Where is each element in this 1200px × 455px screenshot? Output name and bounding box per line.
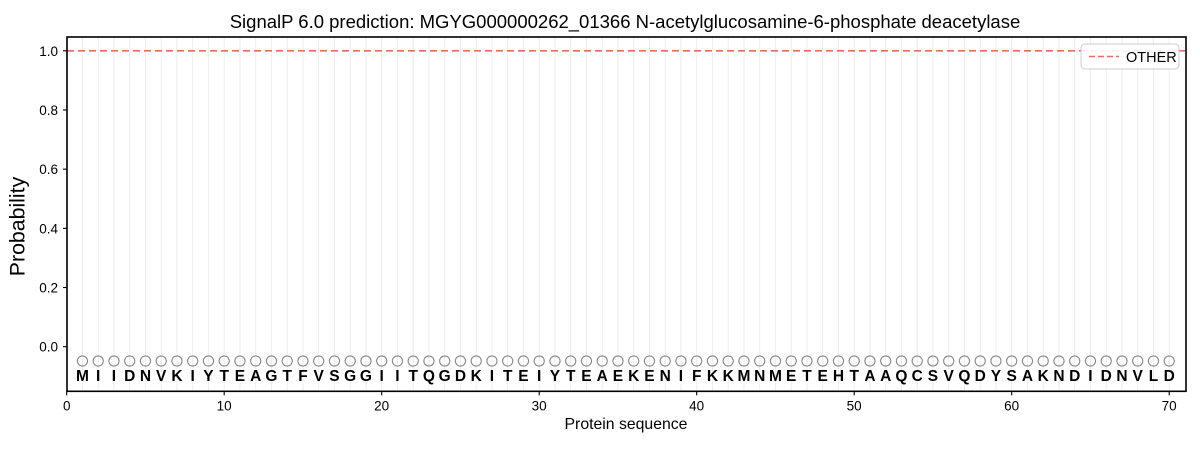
svg-text:C: C	[912, 368, 923, 385]
svg-text:E: E	[644, 368, 654, 385]
svg-text:D: D	[455, 368, 466, 385]
svg-text:D: D	[975, 368, 986, 385]
svg-text:A: A	[597, 368, 608, 385]
svg-text:I: I	[1088, 368, 1092, 385]
svg-text:N: N	[1116, 368, 1127, 385]
svg-text:I: I	[395, 368, 399, 385]
svg-text:T: T	[849, 368, 859, 385]
svg-text:T: T	[408, 368, 418, 385]
svg-text:OTHER: OTHER	[1126, 50, 1177, 66]
svg-text:I: I	[191, 368, 195, 385]
svg-text:0.4: 0.4	[39, 221, 58, 236]
svg-text:V: V	[314, 368, 325, 385]
svg-text:G: G	[344, 368, 356, 385]
svg-text:I: I	[96, 368, 100, 385]
svg-text:Q: Q	[423, 368, 435, 385]
svg-text:A: A	[880, 368, 891, 385]
svg-text:1.0: 1.0	[39, 44, 58, 59]
svg-text:60: 60	[1004, 398, 1019, 413]
svg-text:D: D	[1069, 368, 1080, 385]
svg-text:G: G	[265, 368, 277, 385]
svg-text:Y: Y	[203, 368, 214, 385]
svg-text:T: T	[503, 368, 513, 385]
svg-text:H: H	[833, 368, 844, 385]
svg-text:Q: Q	[895, 368, 907, 385]
svg-text:V: V	[156, 368, 167, 385]
svg-text:D: D	[124, 368, 135, 385]
svg-text:Y: Y	[991, 368, 1002, 385]
svg-text:G: G	[360, 368, 372, 385]
svg-text:G: G	[439, 368, 451, 385]
svg-text:F: F	[692, 368, 701, 385]
svg-text:T: T	[566, 368, 576, 385]
svg-text:N: N	[660, 368, 671, 385]
svg-text:Q: Q	[958, 368, 970, 385]
svg-text:I: I	[380, 368, 384, 385]
svg-text:M: M	[76, 368, 89, 385]
svg-text:F: F	[298, 368, 307, 385]
svg-text:I: I	[112, 368, 116, 385]
svg-text:L: L	[1149, 368, 1158, 385]
svg-text:K: K	[1038, 368, 1050, 385]
svg-text:I: I	[490, 368, 494, 385]
svg-text:K: K	[171, 368, 183, 385]
svg-text:T: T	[219, 368, 229, 385]
svg-text:V: V	[1133, 368, 1144, 385]
svg-text:T: T	[282, 368, 292, 385]
svg-text:K: K	[628, 368, 640, 385]
svg-text:N: N	[1053, 368, 1064, 385]
svg-text:T: T	[802, 368, 812, 385]
svg-text:D: D	[1101, 368, 1112, 385]
svg-text:M: M	[769, 368, 782, 385]
svg-text:E: E	[786, 368, 796, 385]
svg-text:E: E	[581, 368, 591, 385]
svg-text:0.6: 0.6	[39, 162, 58, 177]
svg-text:S: S	[1007, 368, 1017, 385]
svg-text:0.0: 0.0	[39, 340, 58, 355]
svg-text:I: I	[679, 368, 683, 385]
svg-text:E: E	[818, 368, 828, 385]
svg-text:20: 20	[374, 398, 389, 413]
svg-text:A: A	[1022, 368, 1033, 385]
svg-text:I: I	[537, 368, 541, 385]
svg-text:K: K	[471, 368, 483, 385]
svg-text:0: 0	[63, 398, 71, 413]
svg-text:S: S	[928, 368, 938, 385]
svg-text:A: A	[864, 368, 875, 385]
svg-text:0.2: 0.2	[39, 281, 58, 296]
svg-text:N: N	[754, 368, 765, 385]
svg-text:D: D	[1164, 368, 1175, 385]
svg-text:N: N	[140, 368, 151, 385]
svg-text:30: 30	[532, 398, 547, 413]
svg-text:K: K	[707, 368, 719, 385]
svg-text:S: S	[329, 368, 339, 385]
svg-text:E: E	[235, 368, 245, 385]
svg-text:10: 10	[217, 398, 232, 413]
svg-text:E: E	[518, 368, 528, 385]
svg-text:K: K	[723, 368, 735, 385]
svg-text:40: 40	[689, 398, 704, 413]
svg-text:Y: Y	[550, 368, 561, 385]
svg-text:50: 50	[847, 398, 862, 413]
svg-text:70: 70	[1162, 398, 1177, 413]
svg-text:M: M	[737, 368, 750, 385]
svg-text:0.8: 0.8	[39, 103, 58, 118]
svg-text:E: E	[613, 368, 623, 385]
svg-text:A: A	[250, 368, 261, 385]
svg-text:V: V	[944, 368, 955, 385]
